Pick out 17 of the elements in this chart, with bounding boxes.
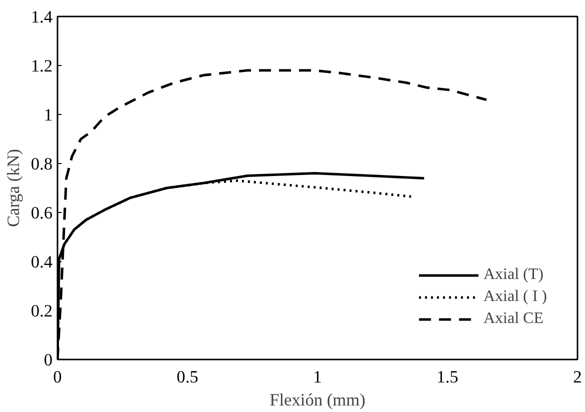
y-tick-label: 1 [44, 106, 53, 124]
y-tick-label: 0 [44, 350, 53, 370]
x-tick-label: 0.5 [176, 368, 198, 386]
legend-label: Axial ( I ) [483, 288, 547, 306]
y-tick-label: 1.2 [30, 56, 53, 76]
y-axis-title: Carga (kN) [4, 148, 23, 228]
y-tick-label: 0.6 [30, 204, 53, 222]
y-tick-label: 1.4 [30, 8, 53, 26]
legend-label: Axial (T) [483, 266, 544, 284]
x-tick-label: 1.5 [436, 368, 458, 386]
legend-label: Axial CE [483, 310, 544, 328]
x-axis-title: Flexión (mm) [270, 390, 366, 410]
x-tick-label: 1 [313, 368, 322, 386]
y-tick-label: 0.4 [30, 252, 53, 272]
y-tick-label: 0.8 [30, 154, 53, 174]
y-tick-label: 0.2 [30, 302, 53, 320]
x-tick-label: 2 [573, 368, 582, 386]
